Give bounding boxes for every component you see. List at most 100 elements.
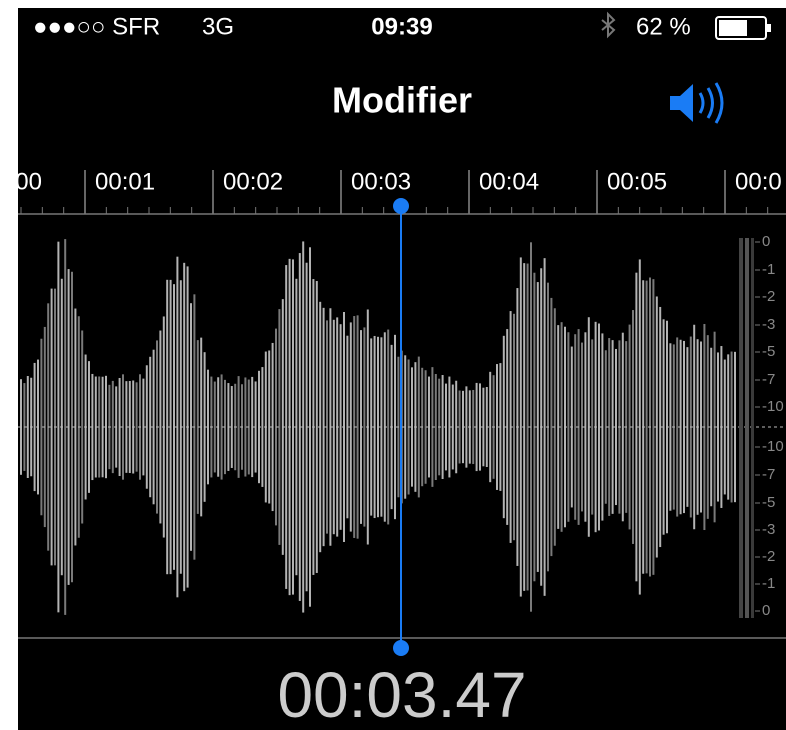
wave-bar	[706, 335, 709, 519]
wave-bar	[332, 319, 335, 535]
timeline-label: 00	[15, 168, 42, 195]
wave-bar	[662, 319, 665, 535]
wave-bar	[458, 390, 461, 464]
wave-bar	[302, 241, 305, 613]
wave-bar	[441, 375, 444, 479]
wave-bar	[220, 374, 223, 480]
wave-bar	[615, 348, 617, 506]
wave-bar	[159, 330, 162, 524]
scale-label: -7	[762, 466, 775, 483]
wave-bar	[57, 241, 60, 613]
scale-label: -2	[762, 548, 775, 565]
wave-bar	[111, 380, 114, 474]
wave-bar	[472, 389, 475, 465]
wave-bar	[730, 351, 733, 503]
wave-bar	[628, 324, 631, 530]
wave-bar	[128, 380, 131, 474]
wave-bar	[404, 355, 407, 499]
wave-bar	[315, 281, 318, 573]
scale-label: -1	[762, 575, 775, 592]
wave-bar	[604, 350, 607, 504]
wave-bar	[567, 332, 570, 522]
wave-bar	[723, 359, 726, 495]
wave-bar	[190, 303, 192, 551]
scale-label: 0	[762, 233, 770, 250]
wave-bar	[40, 338, 43, 516]
wave-bar	[645, 280, 648, 574]
wave-bar	[387, 329, 390, 525]
playback-time: 00:03.47	[277, 659, 526, 730]
wave-bar	[81, 330, 84, 524]
wave-bar	[118, 377, 121, 477]
scale-label: -7	[762, 371, 775, 388]
timeline-label: 00:01	[95, 168, 155, 195]
wave-bar	[608, 338, 611, 516]
wave-bar	[693, 324, 696, 530]
wave-bar	[268, 350, 271, 504]
clock: 09:39	[371, 13, 432, 40]
carrier: ●●●○○ SFR	[33, 13, 160, 40]
timeline-label: 00:04	[479, 168, 539, 195]
wave-bar	[411, 367, 413, 487]
wave-bar	[574, 334, 577, 520]
timeline-label: 00:0	[735, 168, 782, 195]
wave-bar	[94, 376, 97, 478]
battery-percent: 62 %	[636, 13, 691, 40]
wave-bar	[550, 297, 553, 557]
wave-bar	[676, 337, 679, 517]
wave-bar	[448, 376, 451, 478]
wave-bar	[506, 329, 509, 525]
wave-bar	[322, 307, 325, 547]
wave-bar	[33, 362, 36, 492]
wave-bar	[482, 387, 485, 467]
scale-label: -10	[762, 398, 784, 415]
wave-bar	[213, 381, 216, 473]
wave-bar	[64, 239, 67, 615]
wave-bar	[346, 335, 349, 519]
wave-bar	[135, 382, 138, 472]
wave-bar	[710, 347, 713, 507]
wave-bar	[98, 376, 101, 478]
wave-bar	[465, 386, 468, 468]
wave-bar	[26, 376, 29, 478]
wave-bar	[502, 335, 505, 519]
speaker-button[interactable]	[670, 82, 724, 124]
wave-bar	[591, 339, 594, 515]
wave-bar	[363, 327, 366, 527]
wave-bar	[669, 343, 672, 511]
title: Modifier	[332, 80, 472, 121]
wave-bar	[536, 282, 539, 572]
wave-bar	[621, 332, 624, 522]
scale-label: -10	[762, 438, 784, 455]
wave-bar	[292, 259, 294, 595]
wave-bar	[513, 313, 515, 541]
wave-bar	[261, 367, 264, 487]
scale-label: -3	[762, 521, 775, 538]
scale-label: -3	[762, 316, 775, 333]
wave-bar	[105, 375, 107, 479]
wave-bar	[152, 349, 155, 505]
timeline-label: 00:05	[607, 168, 667, 195]
wave-bar	[166, 279, 169, 575]
wave-bar	[543, 258, 546, 596]
playhead[interactable]	[393, 198, 409, 656]
level-scale: 0-1-2-3-5-7-10-10-7-5-3-2-10	[755, 233, 784, 619]
wave-bar	[370, 338, 373, 516]
wave-bar	[417, 356, 420, 498]
wave-bar	[717, 352, 719, 502]
scale-label: -1	[762, 261, 775, 278]
scale-label: -5	[762, 343, 775, 360]
wave-bar	[489, 371, 492, 483]
timeline[interactable]: 00 00:01 00:02 00:03 00:04 00:05 00:0	[0, 168, 786, 214]
wave-bar	[700, 341, 702, 513]
wave-bar	[207, 369, 209, 485]
wave-bar	[519, 257, 522, 597]
wave-bar	[652, 279, 655, 575]
wave-bar	[309, 247, 311, 607]
level-meter	[739, 238, 754, 618]
wave-bar	[496, 364, 498, 490]
wave-bar	[356, 315, 359, 539]
wave-bar	[230, 386, 233, 468]
wave-bar	[200, 337, 203, 517]
